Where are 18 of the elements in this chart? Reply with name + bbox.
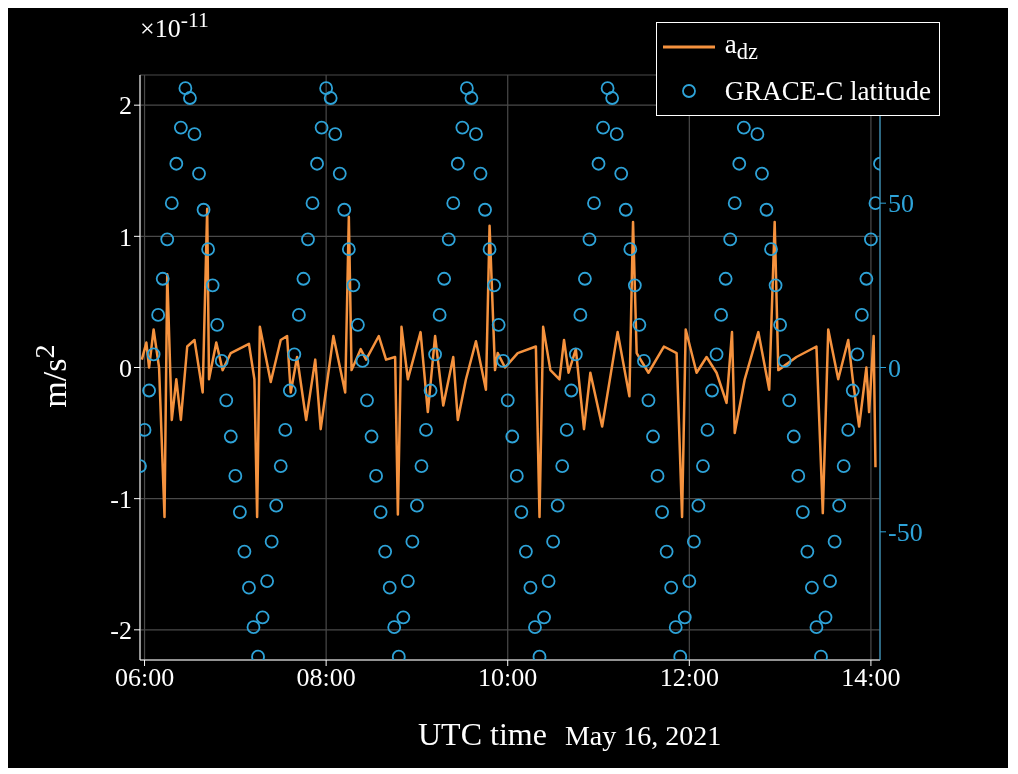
y2-tick-label: 50: [888, 189, 914, 219]
y2-tick-label: 0: [888, 353, 901, 383]
legend-label: GRACE-C latitude: [724, 75, 931, 107]
legend-label: a$_{dz}$: [724, 28, 758, 66]
y-tick-label: 2: [119, 91, 132, 121]
y2-tick-label: -50: [888, 518, 923, 548]
x-tick-label: 10:00: [478, 663, 538, 693]
y-tick-label: -1: [110, 484, 132, 514]
x-tick-label: 14:00: [841, 663, 901, 693]
y-tick-label: -2: [110, 616, 132, 646]
x-axis-title: UTC time: [418, 716, 547, 752]
x-tick-label: 06:00: [114, 663, 175, 693]
y-tick-label: 1: [119, 222, 132, 252]
x-tick-label: 12:00: [659, 663, 719, 693]
text: May 16, 2021: [564, 720, 722, 751]
text: ×10$^{-11}$: [140, 8, 209, 43]
x-tick-label: 08:00: [296, 663, 356, 693]
y-tick-label: 0: [119, 353, 132, 383]
